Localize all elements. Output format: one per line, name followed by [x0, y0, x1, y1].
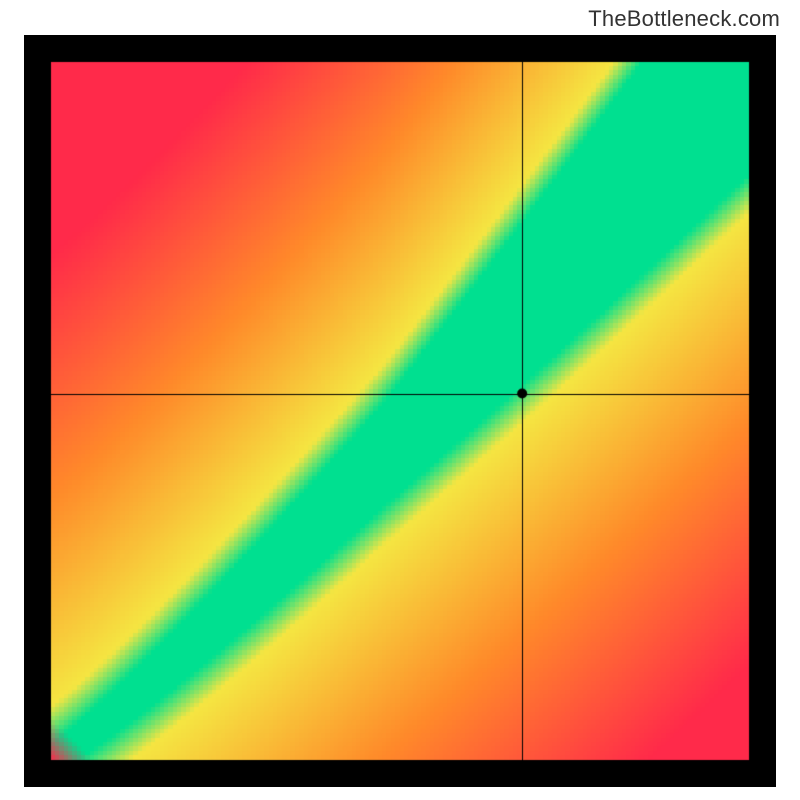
heatmap-canvas: [24, 35, 776, 787]
watermark-text: TheBottleneck.com: [588, 6, 780, 32]
bottleneck-heatmap: [24, 35, 776, 787]
